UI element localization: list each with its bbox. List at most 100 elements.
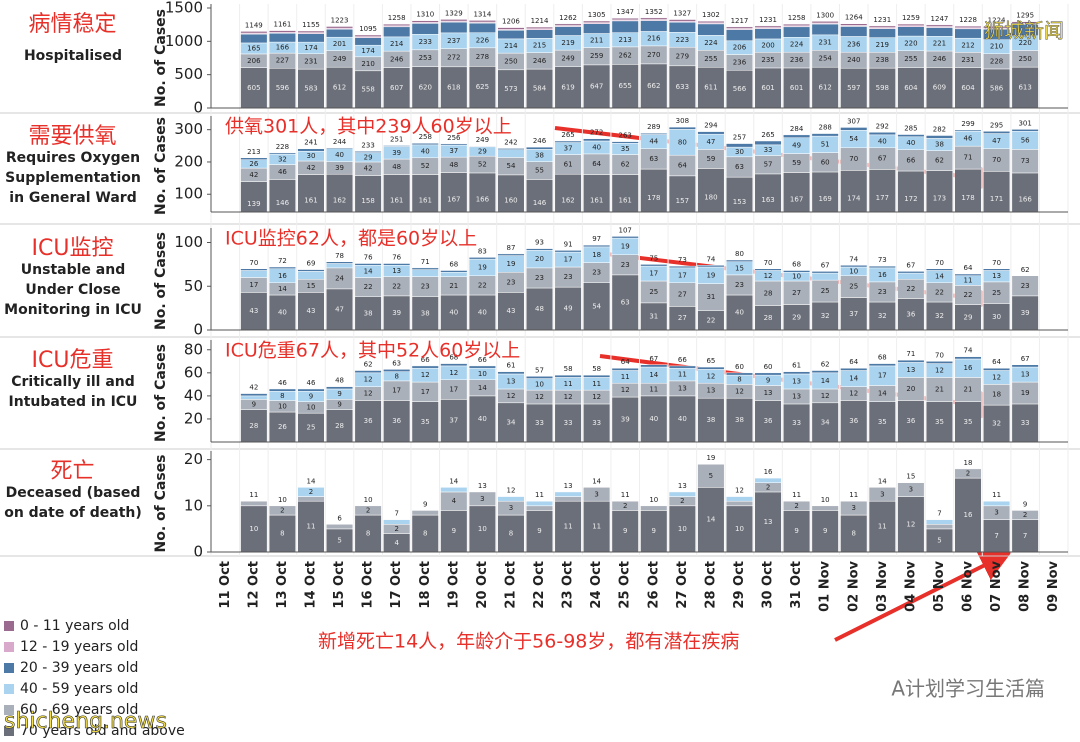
- bar-segment: [354, 370, 382, 374]
- segment-label: 12: [564, 393, 573, 401]
- total-label: 11: [249, 491, 258, 499]
- segment-label: 35: [964, 418, 973, 426]
- bar-segment: [326, 26, 354, 29]
- bar-segment: [554, 374, 582, 378]
- segment-label: 216: [647, 35, 661, 43]
- bar-segment: [754, 491, 782, 552]
- segment-label: 584: [533, 85, 547, 93]
- segment-label: 2: [794, 502, 798, 510]
- segment-label: 36: [392, 417, 401, 425]
- bar-segment: [268, 266, 296, 269]
- x-tick-label: 03 Nov: [875, 560, 890, 611]
- bar-segment: [754, 28, 782, 40]
- segment-label: 37: [449, 147, 458, 155]
- total-label: 57: [535, 366, 544, 374]
- segment-label: 231: [304, 57, 317, 65]
- segment-label: 604: [961, 84, 975, 92]
- segment-label: 20: [906, 385, 915, 393]
- segment-label: 46: [278, 168, 287, 176]
- segment-label: 238: [876, 56, 889, 64]
- bars: [240, 463, 1039, 552]
- segment-label: 19: [706, 271, 715, 279]
- x-tick-label: 12 Oct: [246, 561, 261, 609]
- segment-label: 8: [852, 530, 856, 538]
- bar-segment: [297, 271, 325, 280]
- bar-segment: [840, 67, 868, 108]
- segment-label: 19: [1021, 389, 1030, 397]
- segment-label: 24: [335, 274, 344, 282]
- x-tick-label: 21 Oct: [503, 561, 518, 609]
- segment-label: 23: [735, 281, 744, 289]
- segment-label: 618: [447, 83, 460, 91]
- y-tick-label: 10: [184, 496, 203, 514]
- segment-label: 52: [478, 161, 487, 169]
- segment-label: 166: [1018, 196, 1032, 204]
- segment-label: 157: [676, 197, 689, 205]
- segment-label: 11: [307, 523, 316, 531]
- segment-label: 12: [849, 390, 858, 398]
- bar-segment: [326, 409, 354, 442]
- x-tick-label: 14 Oct: [303, 561, 318, 609]
- bar-segment: [240, 270, 268, 278]
- segment-label: 12: [906, 520, 915, 528]
- bar-segment: [983, 171, 1011, 212]
- segment-label: 12: [935, 367, 944, 375]
- segment-label: 37: [564, 145, 573, 153]
- bar-segment: [354, 505, 382, 516]
- bar-segment: [354, 175, 382, 212]
- segment-label: 598: [876, 84, 889, 92]
- segment-label: 43: [307, 307, 316, 315]
- total-label: 74: [706, 255, 715, 263]
- bar-segment: [383, 145, 411, 147]
- segment-label: 35: [621, 145, 630, 153]
- bar-segment: [868, 363, 896, 367]
- segment-label: 54: [506, 162, 515, 170]
- total-label: 46: [278, 379, 287, 387]
- bar-segment: [868, 67, 896, 108]
- total-label: 11: [621, 491, 630, 499]
- segment-label: 11: [649, 386, 658, 394]
- segment-label: 39: [335, 164, 344, 172]
- segment-label: 52: [421, 162, 430, 170]
- total-label: 1300: [816, 11, 834, 19]
- total-label: 97: [592, 235, 601, 243]
- segment-label: 215: [533, 42, 546, 50]
- segment-label: 40: [278, 309, 287, 317]
- segment-label: 220: [904, 39, 917, 47]
- segment-label: 166: [476, 196, 490, 204]
- bar-segment: [297, 30, 325, 33]
- total-label: 11: [535, 491, 544, 499]
- total-label: 64: [849, 358, 858, 366]
- x-tick-label: 30 Oct: [761, 561, 776, 609]
- segment-label: 23: [535, 274, 544, 282]
- panel-title: 死亡: [50, 459, 95, 484]
- segment-label: 40: [592, 143, 601, 151]
- bar-segment: [868, 487, 896, 502]
- x-tick-label: 01 Nov: [818, 560, 833, 611]
- segment-label: 612: [818, 84, 831, 92]
- bar-segment: [383, 174, 411, 212]
- segment-label: 56: [1021, 136, 1030, 144]
- segment-label: 26: [278, 423, 287, 431]
- segment-label: 178: [961, 194, 974, 202]
- segment-label: 42: [364, 165, 373, 173]
- segment-label: 2: [309, 488, 313, 496]
- total-label: 1302: [702, 11, 720, 19]
- segment-label: 11: [592, 380, 601, 388]
- segment-label: 605: [247, 84, 260, 92]
- segment-label: 8: [394, 372, 398, 380]
- y-axis-title: No. of Cases: [153, 232, 169, 330]
- segment-label: 33: [564, 419, 573, 427]
- bar-segment: [954, 356, 982, 360]
- segment-label: 39: [1021, 309, 1030, 317]
- total-label: 1231: [873, 16, 891, 24]
- total-label: 284: [790, 125, 804, 133]
- bars: [240, 17, 1039, 108]
- bar-segment: [554, 491, 582, 497]
- segment-label: 17: [249, 281, 258, 289]
- bar-segment: [297, 388, 325, 392]
- bar-segment: [354, 151, 382, 153]
- bar-segment: [668, 175, 696, 212]
- segment-label: 40: [335, 151, 344, 159]
- total-label: 73: [878, 256, 887, 264]
